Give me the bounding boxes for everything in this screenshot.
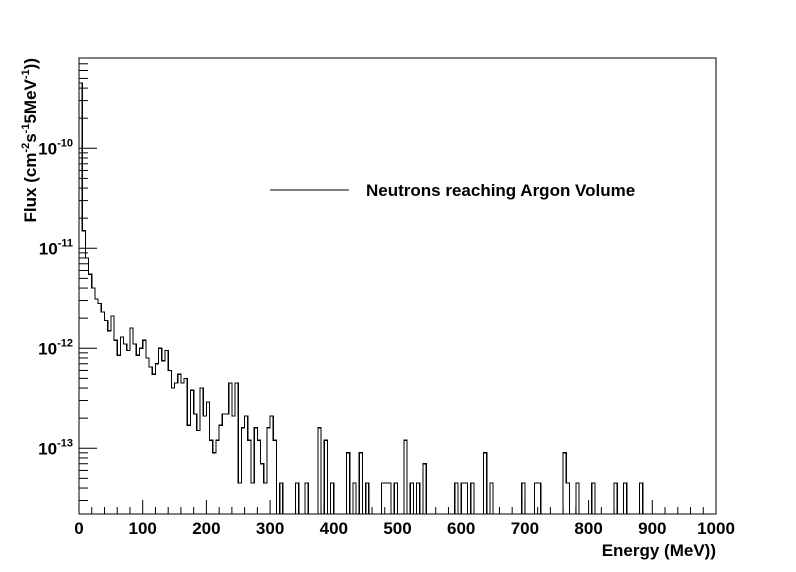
y-axis-title-part: ))	[21, 58, 40, 69]
x-tick-label: 500	[383, 519, 411, 538]
y-tick-exponent: -12	[57, 337, 73, 349]
y-axis-title-part: Flux (cm	[21, 153, 40, 223]
y-tick-label: 10-13	[38, 437, 73, 458]
y-axis-title-sup: -2	[20, 143, 32, 153]
x-tick-label: 800	[574, 519, 602, 538]
y-axis-title-part: 5MeV	[21, 78, 40, 123]
y-tick-base: 10	[38, 339, 57, 358]
y-tick-base: 10	[38, 439, 57, 458]
x-tick-label: 300	[256, 519, 284, 538]
y-axis-title-part: s	[21, 133, 40, 142]
y-tick-label: 10-11	[39, 237, 73, 258]
series-layer	[78, 82, 653, 515]
legend: Neutrons reaching Argon Volume	[270, 181, 635, 200]
y-tick-label: 10-10	[38, 137, 73, 158]
y-axis-title-sup: -1	[20, 124, 32, 134]
y-tick-base: 10	[38, 139, 57, 158]
x-tick-label: 600	[447, 519, 475, 538]
y-axis-title: Flux (cm-2s-15MeV-1))	[20, 58, 40, 222]
y-axis-ticks	[79, 57, 97, 502]
y-tick-label: 10-12	[38, 337, 73, 358]
y-tick-base: 10	[39, 239, 58, 258]
x-tick-label: 700	[511, 519, 539, 538]
plot-frame	[78, 57, 717, 515]
y-tick-exponent: -10	[57, 137, 73, 149]
x-tick-label: 200	[192, 519, 220, 538]
series-line	[78, 82, 653, 515]
x-tick-label: 400	[320, 519, 348, 538]
x-tick-label: 0	[74, 519, 83, 538]
legend-label: Neutrons reaching Argon Volume	[366, 181, 635, 200]
x-tick-label: 900	[638, 519, 666, 538]
x-tick-label: 1000	[697, 519, 735, 538]
y-tick-exponent: -11	[58, 237, 73, 249]
x-tick-label: 100	[129, 519, 157, 538]
x-tick-labels: 0 100 200 300 400 500 600 700 800 900 1000	[74, 519, 735, 538]
x-axis-title: Energy (MeV))	[602, 541, 716, 560]
y-tick-exponent: -13	[57, 437, 73, 449]
y-axis-title-sup: -1	[20, 69, 32, 79]
